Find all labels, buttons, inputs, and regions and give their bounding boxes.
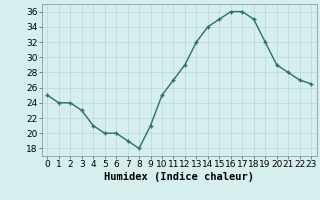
X-axis label: Humidex (Indice chaleur): Humidex (Indice chaleur) (104, 172, 254, 182)
